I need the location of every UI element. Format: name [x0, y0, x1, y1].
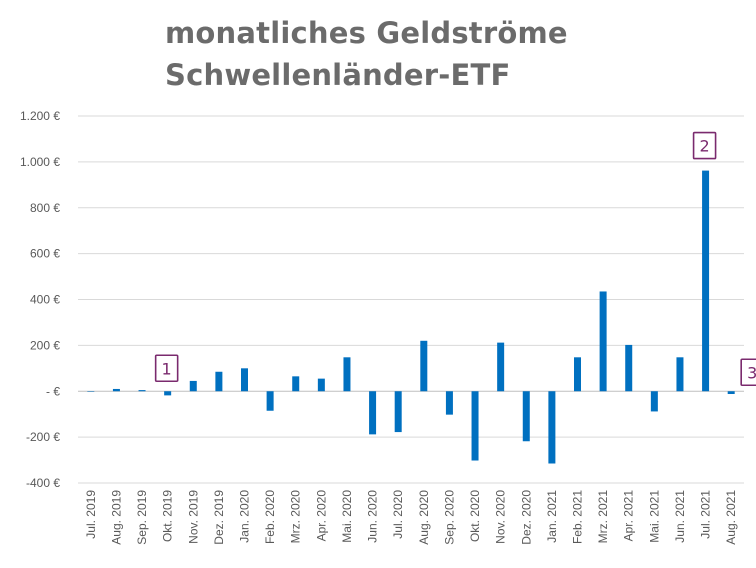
x-tick-label: Jul. 2021	[699, 490, 713, 539]
chart-title-line-2: Schwellenländer-ETF	[165, 58, 511, 92]
bar-jul-2021	[702, 170, 710, 392]
chart-title-line-1: monatliches Geldströme	[165, 16, 568, 50]
bar-apr-2021	[625, 344, 633, 392]
annotation-marker-3: 3	[740, 358, 756, 387]
x-tick-label: Aug. 2021	[724, 490, 738, 545]
x-tick-label: Aug. 2020	[417, 490, 431, 545]
annotation-label: 2	[699, 137, 709, 156]
x-tick-label: Aug. 2019	[109, 490, 123, 545]
y-tick-label: 1.200 €	[20, 109, 60, 123]
x-tick-label: Jun. 2020	[366, 490, 380, 543]
bar-mai-2020	[343, 357, 351, 392]
annotation-label: 3	[747, 363, 756, 382]
x-tick-label: Mrz. 2021	[596, 490, 610, 544]
chart-title: monatliches Geldströme Schwellenländer-E…	[165, 12, 568, 96]
bar-mrz-2020	[292, 376, 300, 392]
annotation-box	[692, 131, 717, 160]
bar-jul-2019	[87, 391, 95, 392]
y-tick-label: 800 €	[30, 201, 60, 215]
x-tick-label: Sep. 2019	[135, 490, 149, 545]
x-tick-label: Okt. 2020	[468, 490, 482, 542]
annotation-box	[154, 354, 179, 383]
x-tick-label: Feb. 2020	[263, 490, 277, 544]
annotation-marker-2: 2	[692, 131, 717, 160]
bar-dez-2019	[215, 371, 223, 392]
x-tick-label: Nov. 2020	[494, 490, 508, 544]
x-tick-label: Nov. 2019	[186, 490, 200, 544]
bar-okt-2020	[471, 391, 479, 461]
bar-nov-2020	[497, 342, 505, 392]
y-tick-label: -400 €	[26, 476, 60, 490]
bar-jan-2020	[241, 368, 248, 392]
bar-jul-2020	[394, 391, 402, 433]
x-tick-label: Dez. 2020	[519, 490, 533, 545]
bar-sep-2020	[445, 391, 453, 415]
x-tick-label: Jun. 2021	[673, 490, 687, 543]
bar-mrz-2021	[599, 291, 607, 392]
bar-jun-2021	[676, 357, 684, 392]
x-tick-label: Jan. 2021	[545, 490, 559, 543]
bar-sep-2019	[138, 390, 146, 392]
bar-nov-2019	[189, 380, 197, 392]
x-tick-label: Jul. 2020	[391, 490, 405, 539]
x-tick-label: Mai. 2020	[340, 490, 354, 543]
x-tick-label: Mrz. 2020	[289, 490, 303, 544]
bar-feb-2021	[574, 357, 581, 392]
x-tick-label: Dez. 2019	[212, 490, 226, 545]
y-tick-label: - €	[46, 384, 60, 398]
x-tick-label: Jul. 2019	[84, 490, 98, 539]
x-tick-label: Okt. 2019	[161, 490, 175, 542]
bar-apr-2020	[317, 378, 325, 392]
bar-okt-2019	[164, 391, 172, 396]
bar-jan-2021	[548, 391, 556, 464]
y-tick-label: -200 €	[26, 430, 60, 444]
annotation-box	[740, 358, 756, 387]
bar-aug-2021	[727, 391, 735, 395]
bar-feb-2020	[266, 391, 274, 411]
y-tick-label: 600 €	[30, 247, 60, 261]
y-tick-label: 400 €	[30, 293, 60, 307]
bar-dez-2020	[522, 391, 530, 442]
annotation-label: 1	[162, 359, 172, 378]
y-tick-label: 1.000 €	[20, 155, 60, 169]
x-tick-label: Sep. 2020	[442, 490, 456, 545]
x-tick-label: Feb. 2021	[571, 490, 585, 544]
bar-aug-2019	[112, 388, 120, 392]
bar-mai-2021	[650, 391, 658, 412]
x-tick-label: Apr. 2020	[314, 490, 328, 542]
x-tick-label: Apr. 2021	[622, 490, 636, 542]
bar-aug-2020	[420, 340, 428, 392]
x-tick-label: Mai. 2021	[647, 490, 661, 543]
annotation-marker-1: 1	[154, 354, 179, 383]
x-tick-label: Jan. 2020	[238, 490, 252, 543]
y-tick-label: 200 €	[30, 338, 60, 352]
bar-jun-2020	[369, 391, 377, 435]
